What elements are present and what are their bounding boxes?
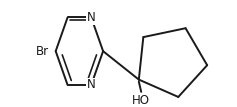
Text: N: N (87, 78, 96, 91)
Text: Br: Br (36, 45, 49, 58)
Text: HO: HO (132, 94, 150, 107)
Text: N: N (87, 11, 96, 24)
